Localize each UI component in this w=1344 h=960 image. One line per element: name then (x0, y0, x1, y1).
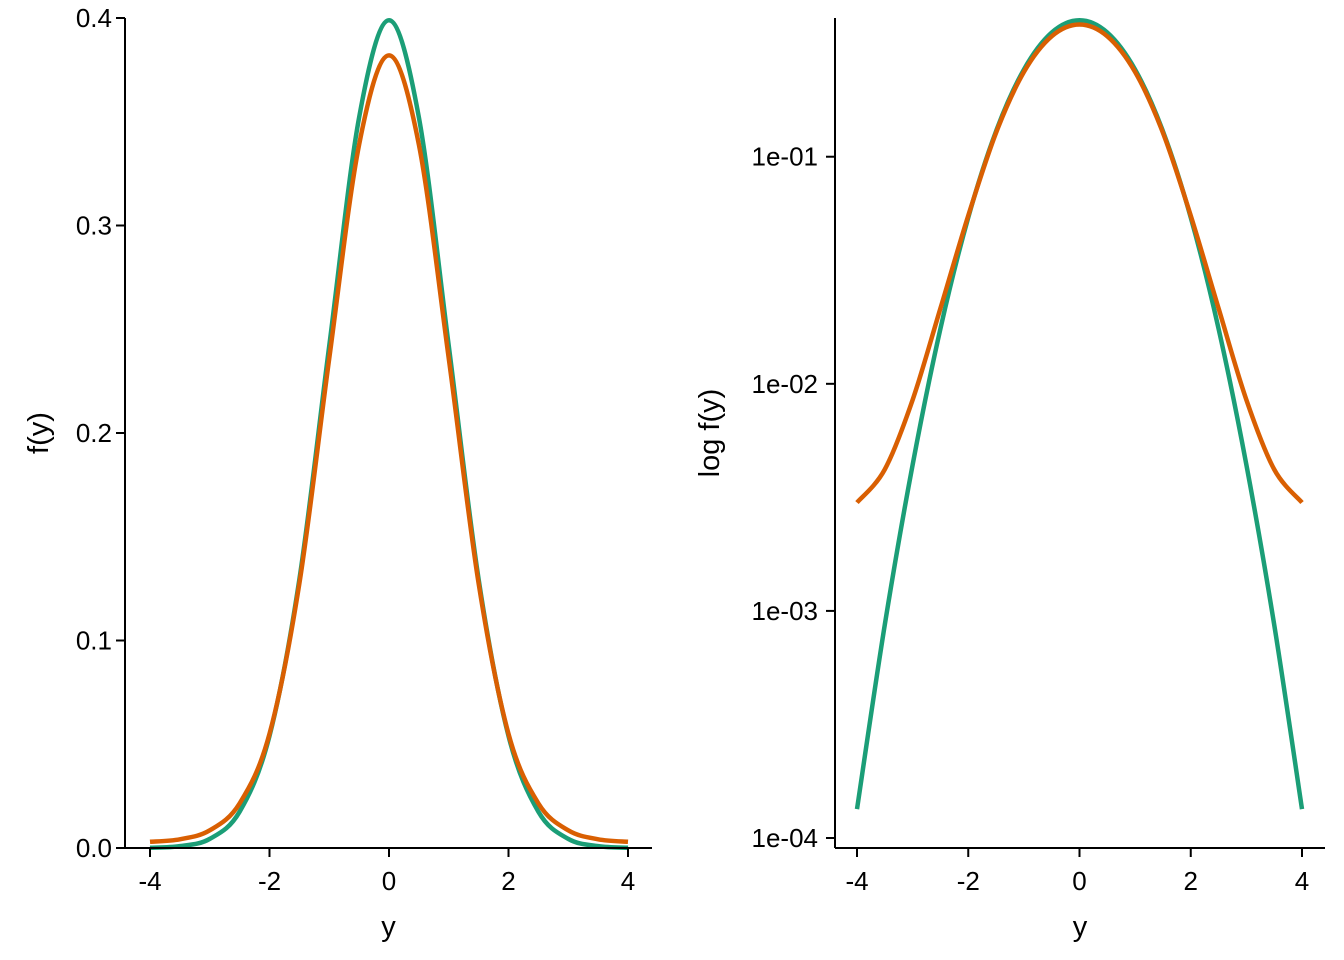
x-tick-label: 2 (501, 866, 515, 896)
x-tick-label: -2 (957, 866, 980, 896)
x-tick-label: 4 (1295, 866, 1309, 896)
y-tick-label: 0.4 (76, 3, 112, 33)
log-density-panel: -4 -2 0 2 4 1e-04 1e-03 1e-02 1e-01 y log f(y) (694, 18, 1325, 943)
x-tick-label: -4 (138, 866, 161, 896)
y-tick-label: 0.0 (76, 833, 112, 863)
y-tick-label: 0.3 (76, 211, 112, 241)
y-tick-label: 0.2 (76, 418, 112, 448)
x-tick-label: 4 (621, 866, 635, 896)
x-axis-title: y (381, 911, 396, 943)
x-tick-label: 0 (1072, 866, 1086, 896)
series-line-1 (854, 18, 1305, 810)
series-line-1 (149, 18, 629, 851)
y-tick-label: 0.1 (76, 626, 112, 656)
y-tick-label: 1e-02 (752, 369, 819, 399)
y-tick-label: 1e-04 (752, 823, 819, 853)
x-axis-title: y (1073, 911, 1088, 943)
x-tick-label: -2 (258, 866, 281, 896)
y-axis-title: log f(y) (694, 389, 726, 478)
series-line-2 (149, 53, 629, 845)
linear-density-panel: -4 -2 0 2 4 0.0 0.1 0.2 0.3 0.4 y f(y) (23, 3, 652, 943)
y-tick-label: 1e-03 (752, 596, 819, 626)
x-tick-label: -4 (845, 866, 868, 896)
y-tick-label: 1e-01 (752, 142, 819, 172)
y-axis-title: f(y) (23, 412, 55, 454)
x-tick-label: 2 (1184, 866, 1198, 896)
x-tick-label: 0 (382, 866, 396, 896)
series-line-2 (855, 22, 1304, 505)
